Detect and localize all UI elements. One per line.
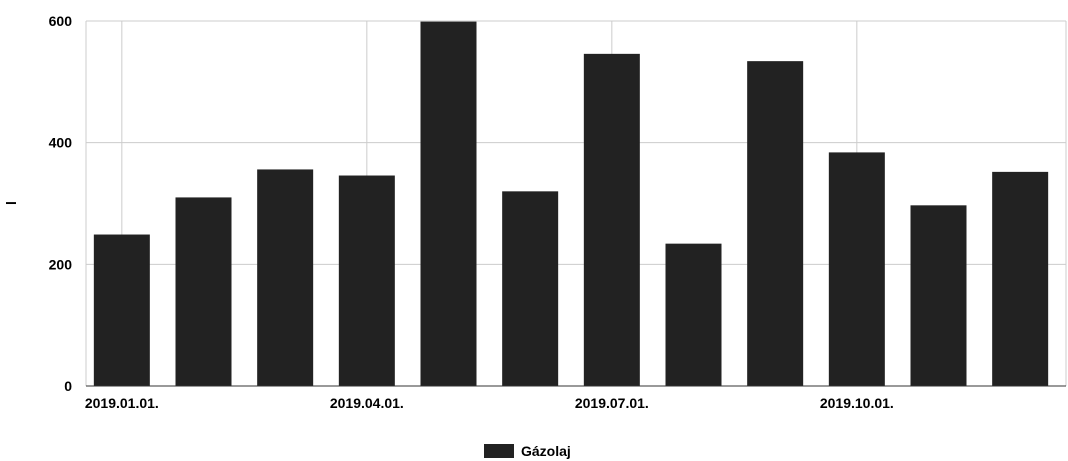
y-tick-label: 400 [49,135,73,151]
y-tick-label: 0 [64,378,72,394]
bar [910,205,967,386]
x-tick-label: 2019.07.01. [575,395,649,411]
bar [665,243,722,386]
legend-swatch [484,444,514,458]
bar [828,152,885,386]
bar [747,61,804,387]
x-tick-label: 2019.01.01. [85,395,159,411]
y-tick-label: 600 [49,13,73,29]
bar [338,175,395,386]
bar [175,197,232,386]
bars [93,21,1049,387]
y-axis-label: l [3,201,19,205]
legend: Gázolaj [484,443,571,459]
axes: 0 200 400 600 2019.01.01. 2019.04.01. 2019.07.… [49,13,1066,411]
bar [420,21,477,386]
bar [583,53,640,386]
x-tick-label: 2019.10.01. [820,395,894,411]
y-tick-label: 200 [49,256,73,272]
bar [93,234,150,386]
x-tick-label: 2019.04.01. [330,395,404,411]
legend-label: Gázolaj [521,443,571,459]
bar [257,169,314,386]
bar [992,171,1049,386]
bar [502,191,559,386]
